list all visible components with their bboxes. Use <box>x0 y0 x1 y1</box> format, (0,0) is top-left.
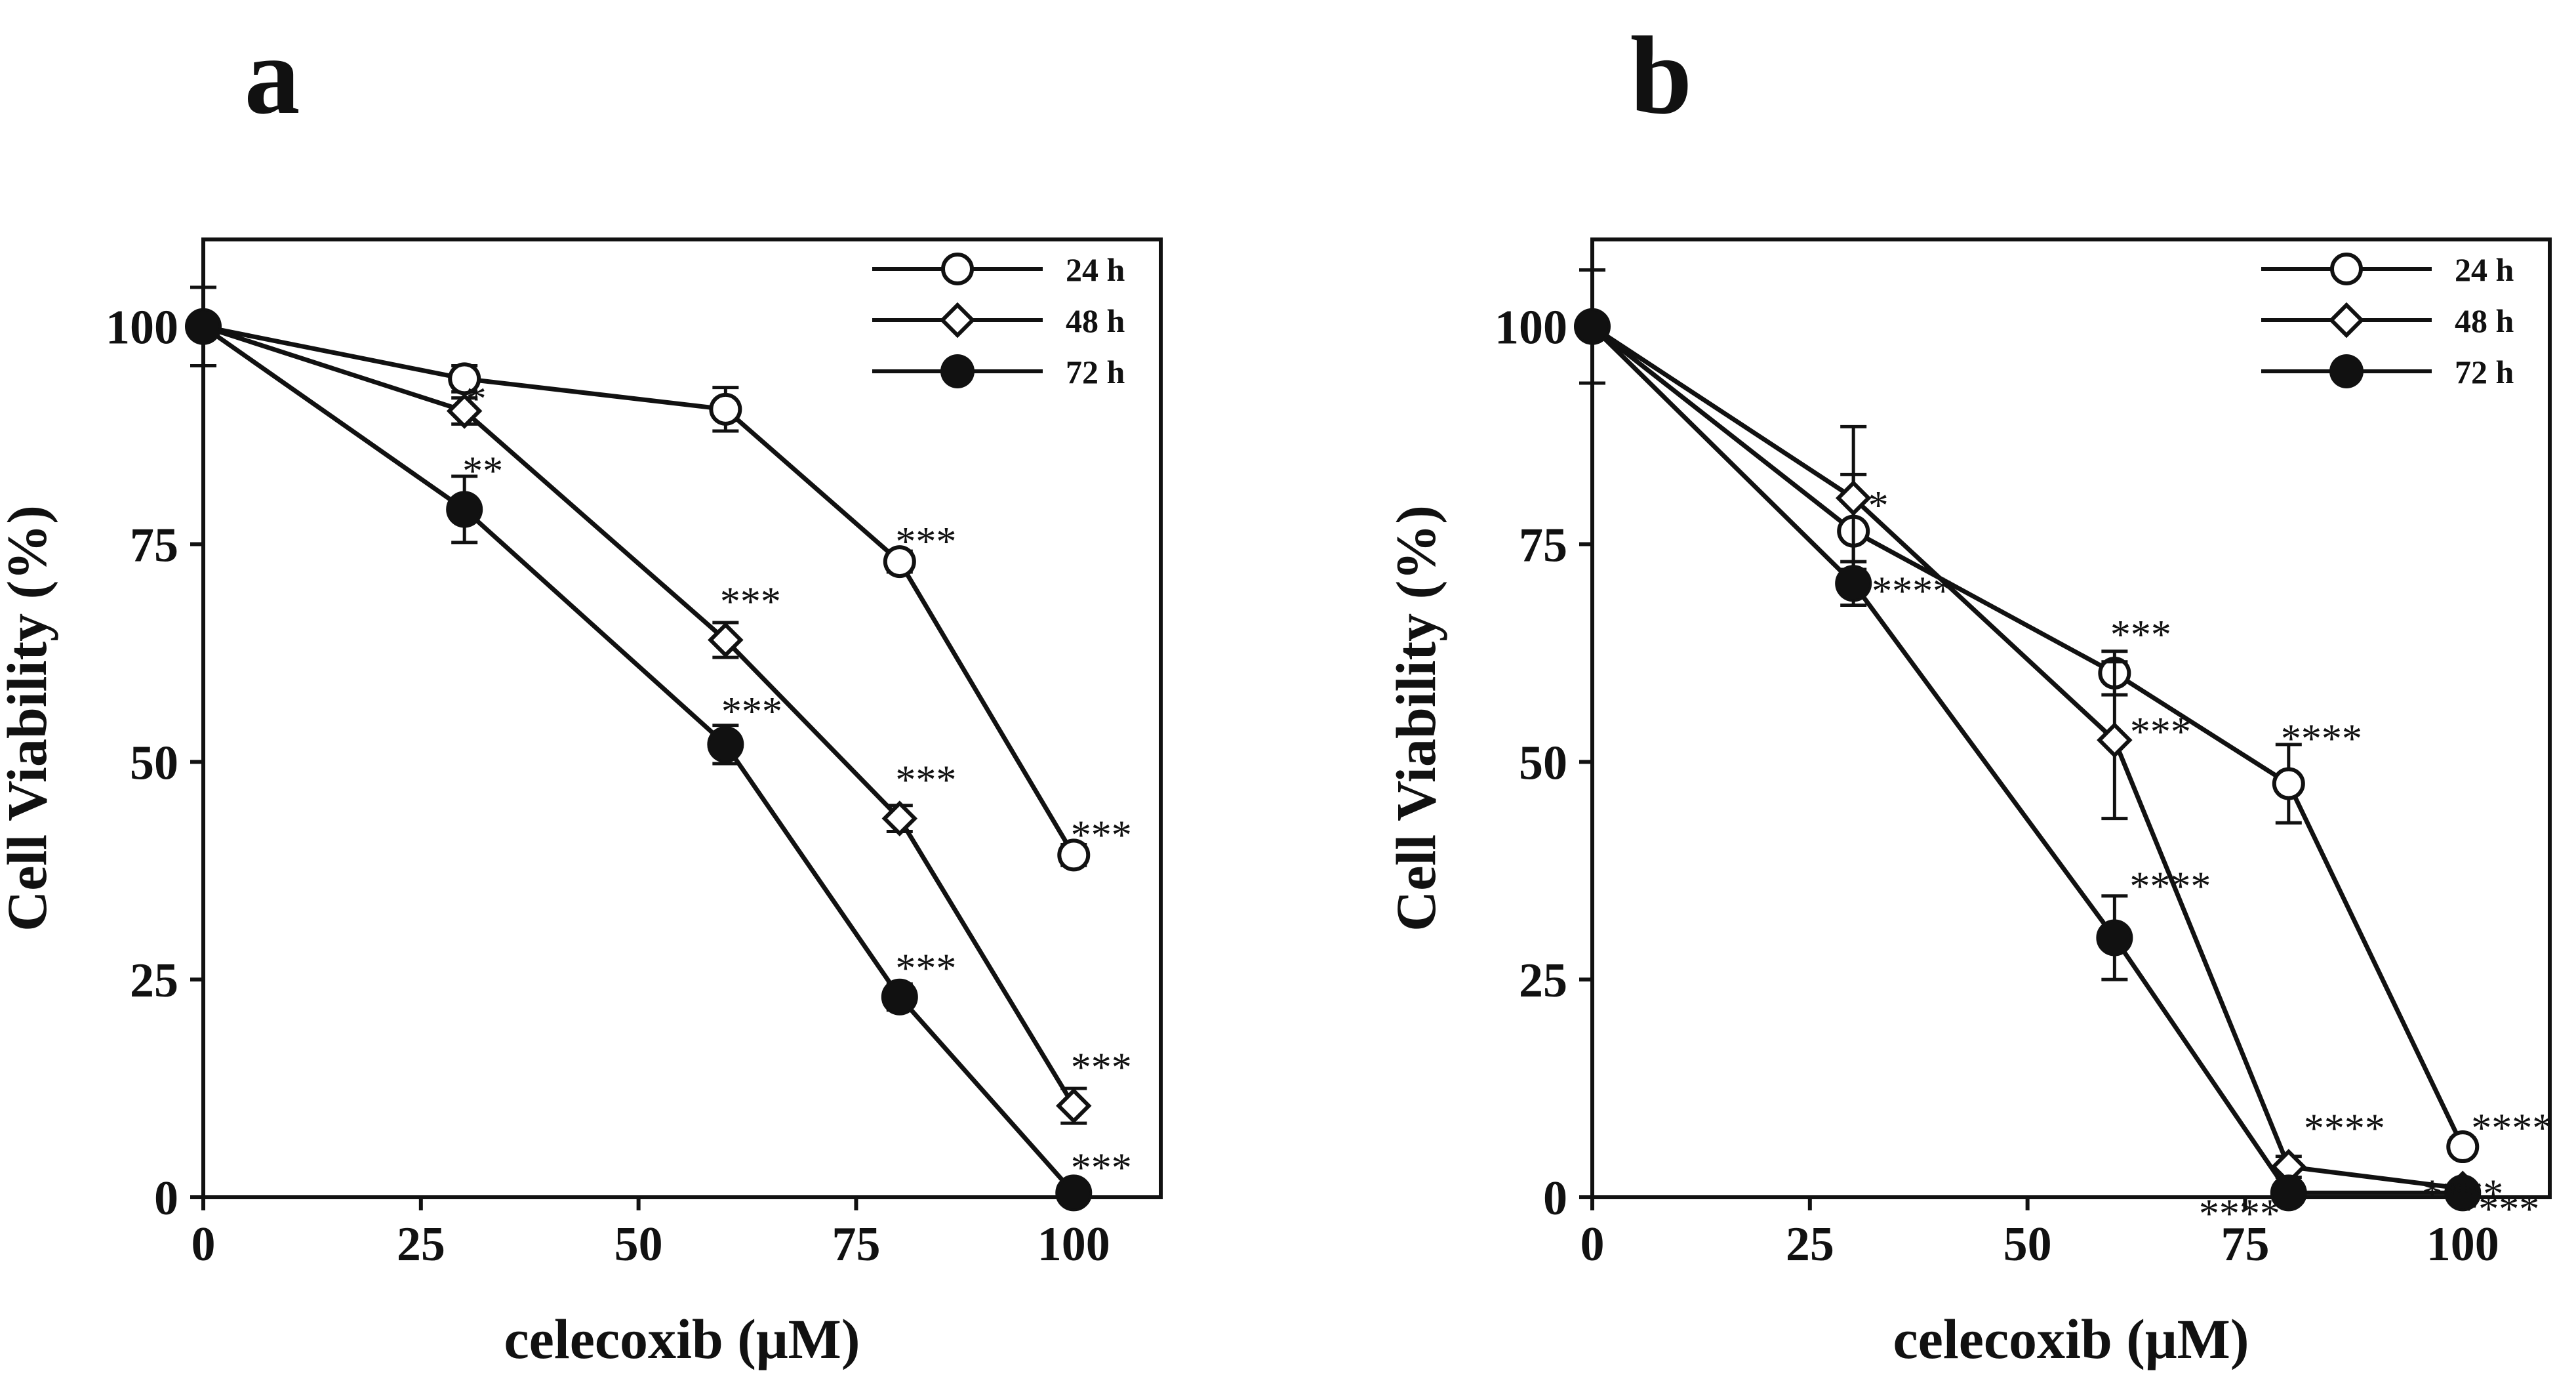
panel-b-legend-0-marker <box>2330 253 2363 285</box>
panel-b-series-1-significance-label: *** <box>2130 710 2191 754</box>
panel-a-legend-2-label: 72 h <box>1066 354 1125 390</box>
panel-a-label: a <box>245 14 300 137</box>
panel-b-series-1-point <box>2097 722 2133 758</box>
panel-b-series-1-significance-label: **** <box>2304 1107 2385 1151</box>
panel-a-y-axis-label: Cell Viability (%) <box>0 505 58 932</box>
panel-b-series-0-significance-label: **** <box>2471 1106 2552 1151</box>
panel-b-series-0-significance-label: *** <box>2110 613 2171 657</box>
panel-a-series-2-point <box>707 726 744 763</box>
panel-a-y-tick-label: 75 <box>130 519 178 573</box>
panel-b-y-tick-label: 100 <box>1495 301 1567 355</box>
panel-b-label: b <box>1630 14 1693 137</box>
panel-b-y-tick-label: 50 <box>1519 736 1567 790</box>
panel-b-series-2-significance-label: **** <box>2129 864 2211 909</box>
panel-a-series-1-significance-label: *** <box>1071 1046 1132 1090</box>
panel-a-series-2-significance-label: *** <box>895 947 956 991</box>
panel-b-series-0-point <box>2446 1130 2480 1164</box>
panel-a-series-1-point <box>881 800 918 836</box>
panel-a-x-tick-label: 75 <box>832 1218 880 1271</box>
panel-a-legend-1-label: 48 h <box>1066 302 1125 339</box>
panel-b-series-2-point <box>1835 565 1872 602</box>
panel-b-series-1-point <box>1835 480 1872 516</box>
panel-a-x-tick-label: 25 <box>397 1218 445 1271</box>
panel-a-x-tick-label: 100 <box>1037 1218 1110 1271</box>
panel-a-y-tick-label: 0 <box>154 1172 178 1225</box>
panel-b-series-2-point <box>2444 1174 2482 1212</box>
panel-a-series-2-significance-label: *** <box>721 689 782 734</box>
panel-a-series-0-significance-label: *** <box>895 520 956 564</box>
panel-a-series-1-point <box>1056 1088 1092 1124</box>
panel-b-legend-2-label: 72 h <box>2455 354 2514 390</box>
panel-a-y-tick-label: 100 <box>106 301 178 355</box>
panel-a-x-tick-label: 50 <box>614 1218 663 1271</box>
panel-b-y-axis-label: Cell Viability (%) <box>1384 505 1447 932</box>
panel-a-y-tick-label: 50 <box>130 736 178 790</box>
panel-a-series-0-point <box>709 392 742 426</box>
panel-b-series-2-significance-label: **** <box>2199 1191 2280 1236</box>
panel-a-series-2-point <box>446 491 483 528</box>
panel-a-series-2-point <box>881 978 918 1016</box>
panel-b-series-0-significance-label: **** <box>2281 717 2362 762</box>
panel-a-series-2-point <box>1055 1174 1093 1212</box>
panel-a-y-tick-label: 25 <box>130 954 178 1008</box>
panel-a-series-1-significance-label: *** <box>720 580 781 625</box>
panel-b-series-1-significance-label: * <box>1868 483 1889 528</box>
panel-b-x-tick-label: 25 <box>1786 1218 1834 1271</box>
panel-a-series-1-point <box>446 393 483 429</box>
panel-b-x-tick-label: 50 <box>2003 1218 2052 1271</box>
panel-b-plot-frame <box>1590 237 2552 1199</box>
panel-a-legend-0-label: 24 h <box>1066 251 1125 288</box>
panel-b-y-tick-label: 75 <box>1519 519 1567 573</box>
panel-b-legend-1-marker <box>2328 302 2365 339</box>
panel-a-legend-0-marker <box>941 253 974 285</box>
panel-b-y-tick-label: 25 <box>1519 954 1567 1008</box>
panel-a-series-0-point <box>883 545 916 579</box>
panel-b-series-2-point <box>2096 919 2133 956</box>
panel-b-legend-0-label: 24 h <box>2455 251 2514 288</box>
panel-b-x-tick-label: 75 <box>2221 1218 2269 1271</box>
panel-a-legend-1-marker <box>939 302 976 339</box>
panel-b-series-2-point <box>1574 308 1611 345</box>
panel-a-legend-2-marker <box>940 354 975 388</box>
panel-b-x-tick-label: 0 <box>1580 1218 1605 1271</box>
panel-b-y-tick-label: 0 <box>1543 1172 1567 1225</box>
panel-a-series-2-point <box>185 308 222 345</box>
panel-b-x-tick-label: 100 <box>2426 1218 2499 1271</box>
panel-a-series-2-significance-label: *** <box>1071 1145 1132 1190</box>
panel-b-series-2-significance-label: **** <box>1872 569 1953 613</box>
panel-a-series-1-significance-label: * <box>466 377 487 421</box>
panel-b-series-2-point <box>2270 1174 2307 1212</box>
panel-b-legend-2-marker <box>2329 354 2364 388</box>
panel-a-series-0-significance-label: *** <box>1071 813 1132 857</box>
panel-a-x-tick-label: 0 <box>191 1218 216 1271</box>
panel-b-x-axis-label: celecoxib (μM) <box>1893 1307 2249 1370</box>
panel-a-x-axis-label: celecoxib (μM) <box>504 1307 860 1370</box>
panel-b-series-0-point <box>2272 767 2305 800</box>
panel-a-series-0-point <box>1057 838 1091 872</box>
panel-b-series-2-significance-label: **** <box>2422 1172 2503 1216</box>
panel-a-series-2-significance-label: ** <box>462 449 503 493</box>
panel-b-legend-1-label: 48 h <box>2455 302 2514 339</box>
panel-a-plot-frame <box>201 237 1163 1199</box>
panel-a-series-1-significance-label: *** <box>895 758 956 803</box>
panel-a-series-1-point <box>708 622 744 658</box>
